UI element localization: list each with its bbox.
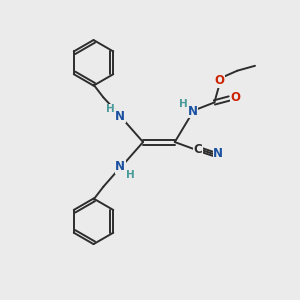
Text: N: N bbox=[115, 160, 125, 173]
Text: H: H bbox=[106, 104, 115, 114]
Text: O: O bbox=[214, 74, 224, 87]
Text: N: N bbox=[115, 110, 125, 123]
Text: N: N bbox=[213, 148, 224, 160]
Text: N: N bbox=[188, 105, 198, 118]
Text: H: H bbox=[126, 170, 135, 180]
Text: O: O bbox=[230, 91, 240, 104]
Text: H: H bbox=[179, 99, 188, 110]
Text: C: C bbox=[193, 142, 202, 155]
